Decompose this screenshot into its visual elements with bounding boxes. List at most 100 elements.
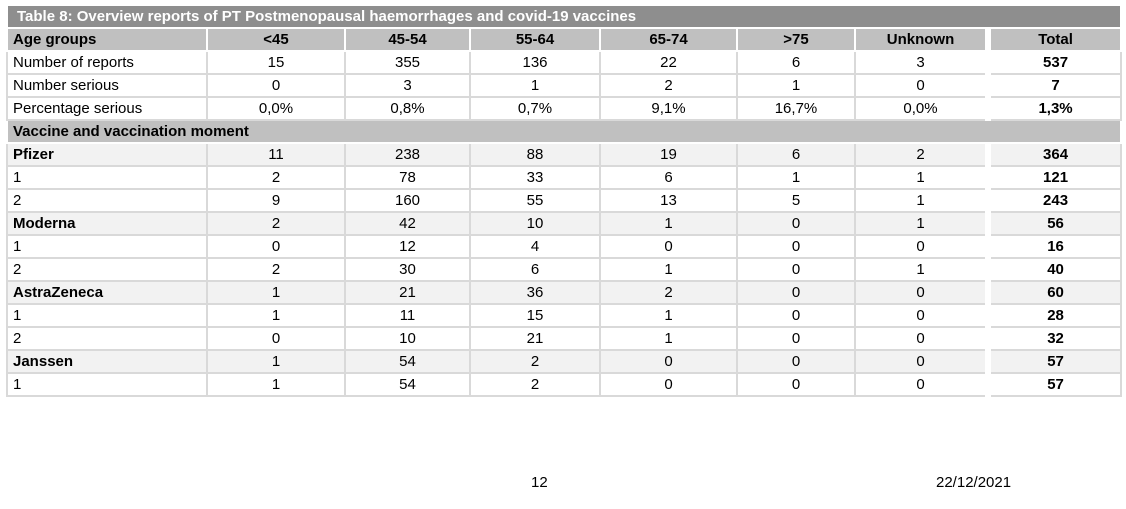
data-cell: 54	[344, 372, 471, 397]
row-label: 2	[6, 257, 208, 282]
row-label: Percentage serious	[6, 96, 208, 121]
row-label: 1	[6, 165, 208, 190]
data-cell: 0	[736, 326, 856, 351]
data-cell: 15	[206, 50, 346, 75]
data-cell: 1	[206, 303, 346, 328]
row-label: 2	[6, 188, 208, 213]
data-cell: 55	[469, 188, 601, 213]
table-row-astrazeneca: AstraZeneca 1 21 36 2 0 0 60	[6, 280, 1123, 305]
column-header-unknown: Unknown	[854, 27, 989, 52]
data-cell: 0	[206, 234, 346, 259]
data-cell: 0	[736, 349, 856, 374]
data-cell: 0	[854, 372, 989, 397]
data-cell: 11	[206, 142, 346, 167]
total-cell: 1,3%	[984, 96, 1123, 121]
row-label: AstraZeneca	[6, 280, 208, 305]
data-cell: 0	[736, 303, 856, 328]
data-cell: 13	[599, 188, 738, 213]
data-cell: 1	[599, 211, 738, 236]
table-row-janssen-dose1: 1 1 54 2 0 0 0 57	[6, 372, 1123, 397]
report-date: 22/12/2021	[936, 474, 1012, 491]
data-cell: 0	[206, 73, 346, 98]
table-row-astrazeneca-dose1: 1 1 11 15 1 0 0 28	[6, 303, 1123, 328]
row-label: 1	[6, 303, 208, 328]
data-cell: 19	[599, 142, 738, 167]
column-header-55-64: 55-64	[469, 27, 601, 52]
data-cell: 1	[206, 349, 346, 374]
data-cell: 16,7%	[736, 96, 856, 121]
data-cell: 2	[599, 73, 738, 98]
data-cell: 1	[599, 326, 738, 351]
total-cell: 537	[984, 50, 1123, 75]
total-cell: 243	[984, 188, 1123, 213]
data-cell: 3	[854, 50, 989, 75]
data-cell: 6	[736, 142, 856, 167]
data-cell: 6	[736, 50, 856, 75]
section-header: Vaccine and vaccination moment	[5, 119, 1123, 144]
data-cell: 4	[469, 234, 601, 259]
data-cell: 12	[344, 234, 471, 259]
data-cell: 33	[469, 165, 601, 190]
row-label: 1	[6, 234, 208, 259]
column-header-age-groups: Age groups	[6, 27, 208, 52]
total-cell: 16	[984, 234, 1123, 259]
column-header-total: Total	[984, 27, 1123, 52]
data-cell: 36	[469, 280, 601, 305]
data-cell: 2	[469, 349, 601, 374]
data-cell: 1	[599, 257, 738, 282]
data-cell: 0,8%	[344, 96, 471, 121]
data-cell: 2	[206, 211, 346, 236]
data-cell: 54	[344, 349, 471, 374]
row-label: Number serious	[6, 73, 208, 98]
overview-table: Table 8: Overview reports of PT Postmeno…	[5, 4, 1123, 397]
table-row-moderna-dose1: 1 0 12 4 0 0 0 16	[6, 234, 1123, 259]
row-label: Pfizer	[6, 142, 208, 167]
data-cell: 9	[206, 188, 346, 213]
data-cell: 2	[469, 372, 601, 397]
table-row-number-serious: Number serious 0 3 1 2 1 0 7	[6, 73, 1123, 98]
data-cell: 0	[736, 280, 856, 305]
total-cell: 57	[984, 372, 1123, 397]
data-cell: 0,0%	[206, 96, 346, 121]
total-cell: 56	[984, 211, 1123, 236]
data-cell: 0,7%	[469, 96, 601, 121]
data-cell: 1	[599, 303, 738, 328]
table-row-pfizer-dose2: 2 9 160 55 13 5 1 243	[6, 188, 1123, 213]
table-row-pfizer-dose1: 1 2 78 33 6 1 1 121	[6, 165, 1123, 190]
data-cell: 0,0%	[854, 96, 989, 121]
total-cell: 40	[984, 257, 1123, 282]
data-cell: 0	[736, 211, 856, 236]
data-cell: 2	[599, 280, 738, 305]
data-cell: 10	[344, 326, 471, 351]
row-label: 1	[6, 372, 208, 397]
data-cell: 2	[206, 165, 346, 190]
data-cell: 0	[599, 234, 738, 259]
table-row-pfizer: Pfizer 11 238 88 19 6 2 364	[6, 142, 1123, 167]
data-cell: 6	[599, 165, 738, 190]
data-cell: 11	[344, 303, 471, 328]
total-cell: 121	[984, 165, 1123, 190]
data-cell: 1	[736, 73, 856, 98]
data-cell: 88	[469, 142, 601, 167]
data-cell: 21	[344, 280, 471, 305]
column-header-lt45: <45	[206, 27, 346, 52]
column-header-45-54: 45-54	[344, 27, 471, 52]
data-cell: 15	[469, 303, 601, 328]
data-cell: 1	[469, 73, 601, 98]
data-cell: 136	[469, 50, 601, 75]
column-header-gt75: >75	[736, 27, 856, 52]
data-cell: 1	[206, 280, 346, 305]
data-cell: 2	[854, 142, 989, 167]
data-cell: 0	[736, 257, 856, 282]
column-header-65-74: 65-74	[599, 27, 738, 52]
table-row: Table 8: Overview reports of PT Postmeno…	[5, 4, 1123, 29]
row-label: Janssen	[6, 349, 208, 374]
data-cell: 9,1%	[599, 96, 738, 121]
section-header-row: Vaccine and vaccination moment	[5, 119, 1123, 144]
row-label: Number of reports	[6, 50, 208, 75]
table-title: Table 8: Overview reports of PT Postmeno…	[5, 4, 1123, 29]
data-cell: 78	[344, 165, 471, 190]
data-cell: 21	[469, 326, 601, 351]
data-cell: 42	[344, 211, 471, 236]
total-cell: 57	[984, 349, 1123, 374]
